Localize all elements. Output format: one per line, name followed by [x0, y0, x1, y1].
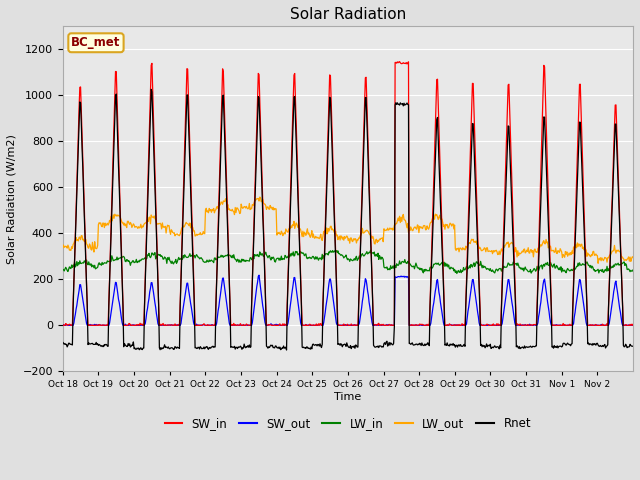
LW_out — [256, 194, 264, 200]
SW_out — [59, 323, 67, 328]
LW_in — [367, 247, 374, 253]
Rnet — [260, 231, 268, 237]
LW_out — [230, 212, 238, 217]
Rnet — [59, 339, 67, 345]
Rnet — [283, 347, 291, 353]
Line: SW_out: SW_out — [63, 275, 633, 325]
Rnet — [126, 341, 134, 347]
Y-axis label: Solar Radiation (W/m2): Solar Radiation (W/m2) — [7, 134, 17, 264]
SW_in — [280, 321, 288, 327]
LW_out — [126, 222, 134, 228]
LW_in — [59, 266, 67, 272]
Line: Rnet: Rnet — [63, 89, 633, 350]
Title: Solar Radiation: Solar Radiation — [290, 7, 406, 22]
Text: BC_met: BC_met — [71, 36, 121, 49]
SW_out — [260, 314, 268, 320]
SW_out — [282, 322, 290, 327]
Rnet — [629, 343, 637, 349]
LW_out — [260, 200, 268, 206]
Line: LW_out: LW_out — [63, 197, 633, 264]
SW_out — [232, 322, 239, 328]
LW_in — [126, 259, 134, 265]
SW_out — [62, 323, 70, 328]
SW_in — [259, 199, 267, 205]
LW_in — [230, 255, 238, 261]
LW_in — [408, 263, 415, 269]
LW_out — [59, 245, 67, 251]
SW_out — [408, 323, 416, 328]
LW_out — [595, 261, 602, 266]
SW_in — [230, 323, 238, 328]
LW_in — [453, 271, 461, 276]
LW_in — [259, 252, 267, 258]
LW_in — [629, 267, 637, 273]
SW_in — [440, 276, 447, 281]
Rnet — [408, 340, 416, 346]
X-axis label: Time: Time — [334, 392, 362, 402]
Legend: SW_in, SW_out, LW_in, LW_out, Rnet: SW_in, SW_out, LW_in, LW_out, Rnet — [160, 412, 536, 435]
SW_out — [440, 323, 448, 328]
SW_in — [629, 322, 637, 327]
Line: SW_in: SW_in — [63, 61, 633, 325]
LW_out — [440, 224, 447, 229]
LW_out — [281, 231, 289, 237]
Rnet — [440, 305, 448, 311]
SW_out — [127, 322, 134, 328]
SW_in — [59, 323, 67, 328]
LW_out — [408, 226, 415, 232]
LW_in — [280, 256, 288, 262]
SW_out — [255, 272, 263, 278]
LW_out — [629, 254, 637, 260]
SW_in — [126, 321, 134, 326]
LW_in — [440, 263, 447, 268]
Rnet — [281, 345, 289, 351]
Rnet — [147, 86, 155, 92]
Rnet — [232, 346, 239, 352]
SW_in — [396, 59, 403, 64]
SW_in — [408, 322, 415, 327]
SW_out — [629, 323, 637, 328]
Line: LW_in: LW_in — [63, 250, 633, 274]
